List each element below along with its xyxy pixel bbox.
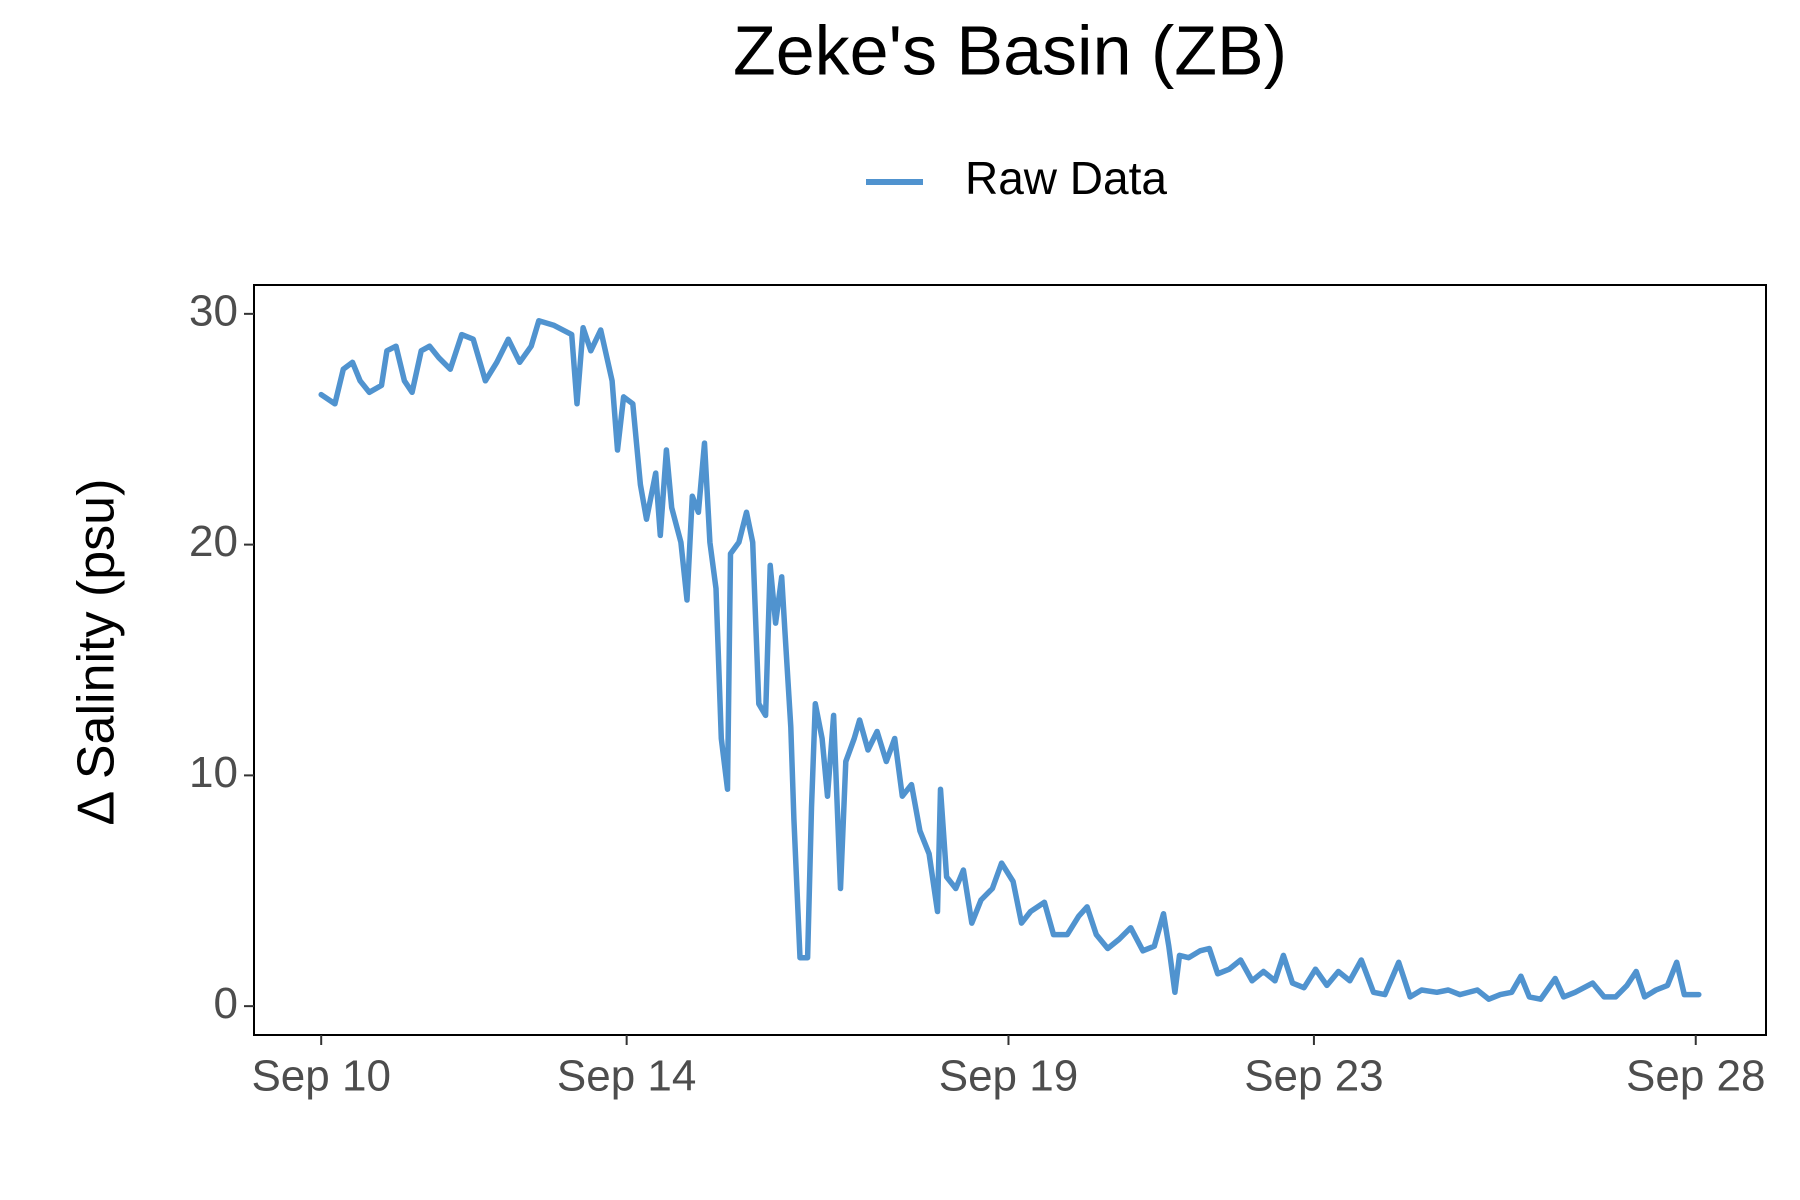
x-tick-label: Sep 14	[557, 1052, 696, 1101]
y-tick-label: 20	[189, 517, 238, 566]
x-tick-label: Sep 10	[251, 1052, 390, 1101]
legend-label: Raw Data	[965, 152, 1167, 204]
y-tick-label: 0	[214, 979, 238, 1028]
x-tick-label: Sep 28	[1626, 1052, 1765, 1101]
y-tick-label: 30	[189, 286, 238, 335]
x-tick-label: Sep 23	[1244, 1052, 1383, 1101]
x-tick-label: Sep 19	[939, 1052, 1078, 1101]
plot-border	[253, 284, 1767, 1036]
data-line	[318, 318, 1702, 1002]
chart-title: Zeke's Basin (ZB)	[733, 11, 1287, 89]
y-tick-label: 10	[189, 748, 238, 797]
y-axis-title: Δ Salinity (psu)	[68, 479, 126, 826]
